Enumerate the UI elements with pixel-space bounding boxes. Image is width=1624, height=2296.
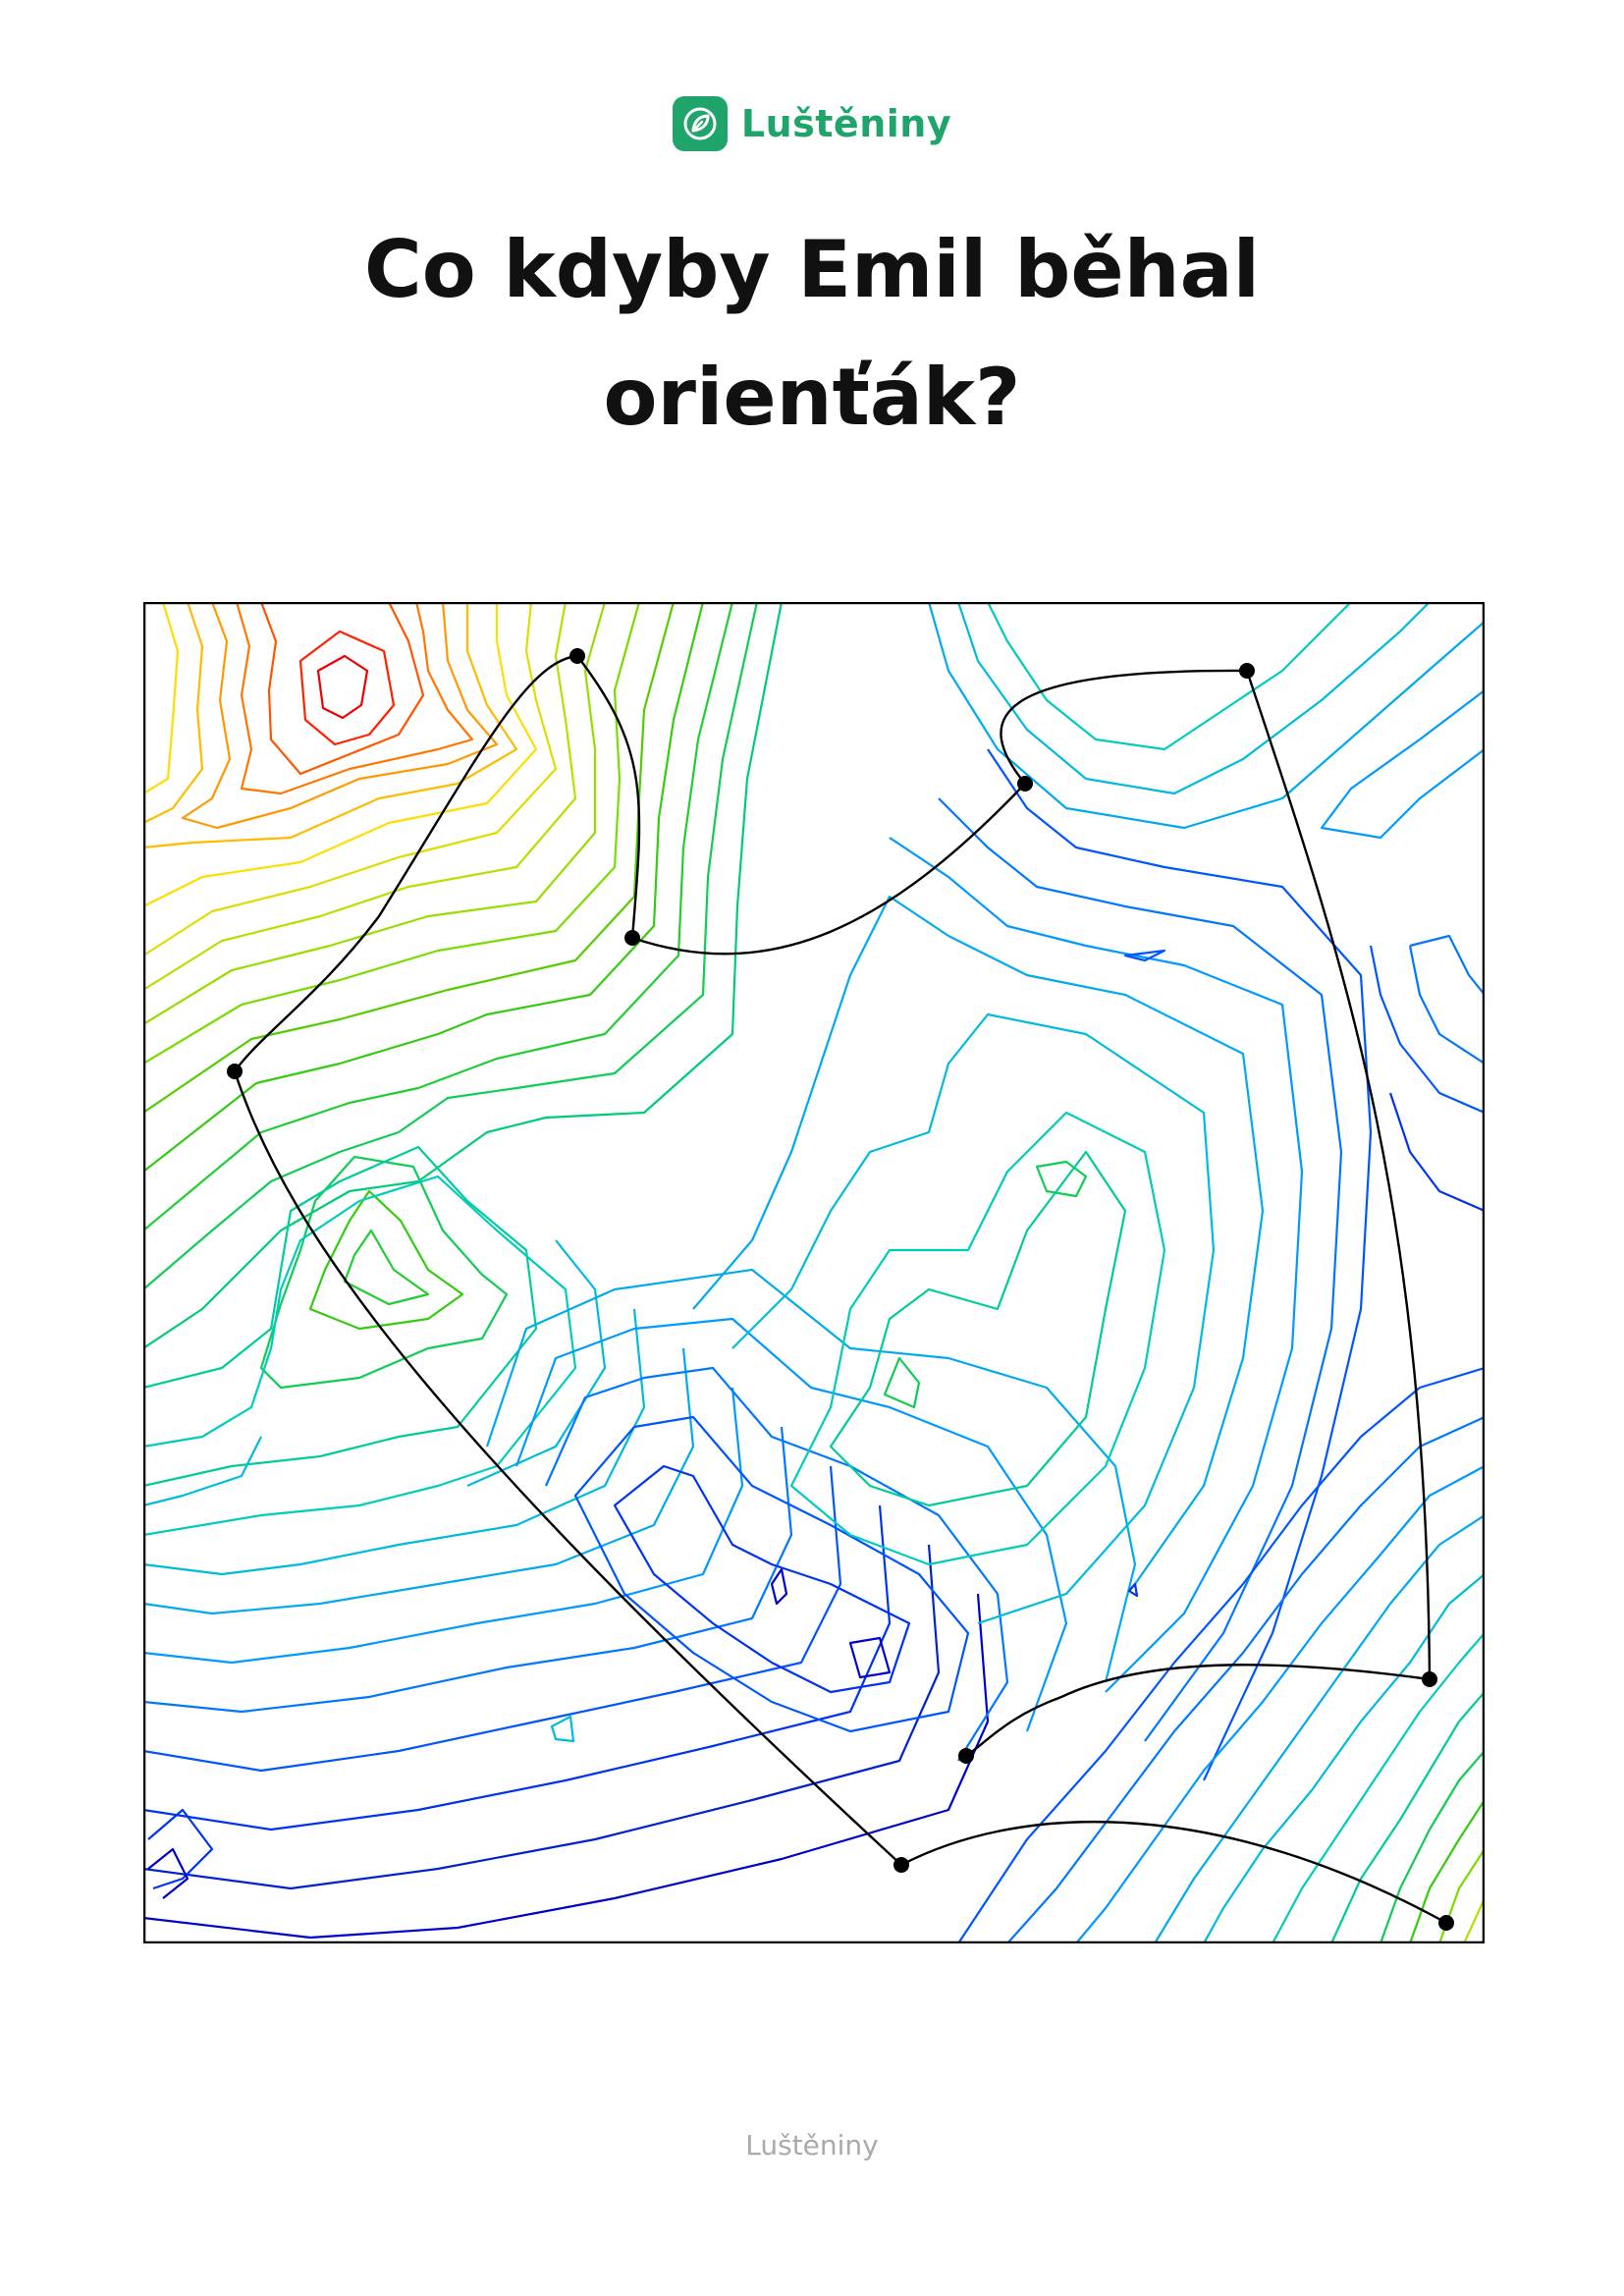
contour-line	[1408, 934, 1485, 1065]
contour-line	[692, 895, 1265, 1585]
contour-line	[143, 602, 705, 1173]
route-leg	[233, 1070, 902, 1866]
contour-line	[143, 602, 641, 1065]
control-point	[1422, 1671, 1437, 1687]
control-point	[893, 1857, 909, 1873]
contour-line	[143, 1465, 842, 1773]
control-point	[569, 648, 585, 664]
contour-line	[613, 1464, 911, 1694]
contour-line	[143, 1175, 577, 1537]
contour-line	[259, 602, 425, 776]
contour-line	[143, 602, 558, 957]
contour-line	[485, 1268, 1137, 1683]
contour-lines	[143, 602, 1485, 1943]
contour-line	[1329, 1691, 1485, 1943]
route-leg	[965, 1664, 1431, 1757]
contour-line	[143, 1593, 990, 1940]
contour-line	[1203, 1573, 1485, 1943]
contour-line	[514, 1317, 1068, 1732]
control-points	[227, 648, 1454, 1931]
contour-line	[1320, 689, 1485, 840]
contour-line	[1462, 1897, 1485, 1943]
brand-header: Luštěniny	[0, 96, 1624, 151]
contour-line	[143, 1504, 892, 1831]
control-point	[227, 1064, 243, 1079]
contour-line	[143, 1145, 538, 1488]
contour-line	[1035, 1160, 1088, 1198]
contour-line	[956, 602, 1431, 795]
contour-line	[259, 1155, 509, 1390]
contour-line	[770, 1567, 788, 1606]
orienteering-map	[143, 602, 1485, 1943]
contour-line	[1379, 1750, 1485, 1943]
contour-line	[143, 1544, 941, 1890]
contour-line	[789, 1111, 1166, 1566]
brand-name: Luštěniny	[740, 102, 952, 145]
route-leg	[234, 654, 578, 1072]
contour-line	[889, 837, 1304, 1693]
contour-line	[143, 602, 734, 1231]
contour-line	[987, 748, 1373, 1781]
contour-line	[143, 1239, 646, 1576]
contour-line	[147, 1808, 214, 1890]
contour-line	[883, 1356, 921, 1409]
contour-line	[143, 602, 784, 1349]
page-title: Co kdyby Emil běhal orienťák?	[0, 206, 1624, 462]
contour-line	[143, 602, 676, 1114]
contour-line	[143, 602, 759, 1290]
contour-line	[1127, 1582, 1139, 1598]
control-point	[1438, 1915, 1454, 1931]
control-point	[624, 930, 640, 946]
contour-line	[544, 1366, 1009, 1762]
footer-brand: Luštěniny	[745, 2129, 879, 2161]
route-leg	[1245, 670, 1432, 1680]
contour-line	[143, 602, 538, 907]
control-point	[1239, 663, 1255, 679]
contour-line	[235, 602, 474, 795]
contour-line	[1408, 1799, 1485, 1943]
contour-line	[1272, 1632, 1485, 1943]
contour-line	[573, 1415, 970, 1733]
contour-line	[938, 797, 1343, 1742]
contour-line	[298, 629, 396, 746]
contour-line	[1006, 1415, 1485, 1943]
contour-line	[143, 1347, 695, 1615]
contour-line	[343, 1229, 430, 1306]
contour-line	[987, 602, 1352, 751]
map-frame	[143, 602, 1485, 1943]
contour-line	[550, 1715, 575, 1743]
contour-line	[1388, 1092, 1485, 1213]
contour-line	[143, 602, 607, 1025]
contour-line	[731, 1012, 1216, 1625]
contour-line	[147, 1847, 189, 1899]
route	[233, 654, 1447, 1925]
page-title-line-2: orienťák?	[603, 352, 1021, 443]
page-title-line-1: Co kdyby Emil běhal	[364, 224, 1260, 315]
contour-line	[957, 1366, 1485, 1943]
contour-line	[1369, 945, 1485, 1115]
contour-line	[316, 654, 369, 720]
control-point	[958, 1748, 974, 1764]
control-point	[1017, 776, 1033, 792]
leaf-logo-icon	[672, 96, 728, 151]
contour-line	[1154, 1514, 1485, 1943]
contour-line	[143, 1387, 744, 1665]
route-leg	[900, 1821, 1447, 1925]
contour-line	[1123, 949, 1166, 962]
contour-line	[308, 1189, 464, 1331]
contour-line	[143, 602, 518, 849]
route-leg	[576, 655, 1248, 956]
contour-line	[848, 1636, 892, 1679]
contour-line	[143, 602, 577, 991]
contour-line	[181, 602, 499, 830]
contour-line	[143, 1426, 793, 1714]
contour-line	[1075, 1465, 1485, 1943]
contour-line	[927, 602, 1485, 830]
contour-line	[829, 1150, 1127, 1507]
